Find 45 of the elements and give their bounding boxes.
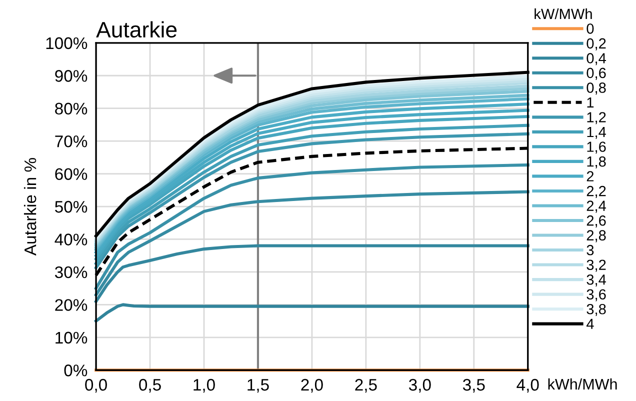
x-tick-label: 1,0 (194, 378, 215, 393)
y-tick-label: 10% (56, 332, 88, 344)
y-tick-label: 100% (46, 37, 88, 50)
legend-label: 0 (586, 24, 594, 34)
legend-title: kW/MWh (534, 8, 592, 20)
x-tick-label: 1,5 (248, 379, 269, 393)
y-tick-label: 50% (55, 200, 88, 213)
y-tick-label: 30% (54, 266, 88, 278)
chart-title: Autarkie (96, 21, 177, 38)
legend-label: 3,2 (586, 260, 606, 272)
x-tick-label: 2,5 (355, 378, 377, 393)
y-tick-label: 20% (55, 299, 88, 311)
legend-label: 2,4 (586, 200, 606, 213)
x-axis-title: kWh/MWh (548, 378, 617, 390)
legend-label: 2,2 (586, 186, 606, 198)
legend-label: 1,8 (587, 156, 606, 168)
legend-label: 4 (586, 318, 594, 329)
legend-label: 1,2 (587, 112, 606, 124)
y-tick-label: 70% (55, 135, 88, 148)
x-tick-label: 0,0 (85, 378, 107, 393)
x-tick-label: 3,5 (462, 378, 485, 393)
legend-label: 3,8 (586, 304, 606, 316)
y-tick-label: 90% (55, 70, 88, 82)
legend-label: 3 (586, 244, 594, 256)
y-tick-label: 80% (55, 102, 88, 115)
x-tick-label: 3,0 (408, 378, 431, 393)
legend-label: 1,4 (587, 126, 606, 139)
x-tick-label: 4,0 (516, 378, 539, 393)
legend-label: 0,8 (586, 82, 606, 95)
x-tick-label: 0,5 (139, 378, 161, 393)
legend-label: 2,8 (586, 230, 606, 242)
legend-label: 3,6 (586, 289, 606, 302)
legend-label: 2,6 (586, 215, 606, 228)
y-tick-label: 40% (54, 234, 88, 246)
legend-label: 1,6 (587, 142, 606, 154)
legend-label: 0,2 (586, 38, 606, 50)
legend-label: 1 (587, 97, 594, 108)
y-tick-label: 0% (64, 364, 88, 376)
y-tick-label: 60% (55, 168, 88, 180)
y-axis-title: Autarkie in % (24, 158, 36, 256)
legend-label: 0,6 (586, 68, 606, 80)
legend-label: 2 (586, 171, 594, 182)
legend-label: 3,4 (586, 274, 606, 287)
x-tick-label: 2,0 (301, 378, 323, 393)
legend-label: 0,4 (586, 53, 606, 66)
